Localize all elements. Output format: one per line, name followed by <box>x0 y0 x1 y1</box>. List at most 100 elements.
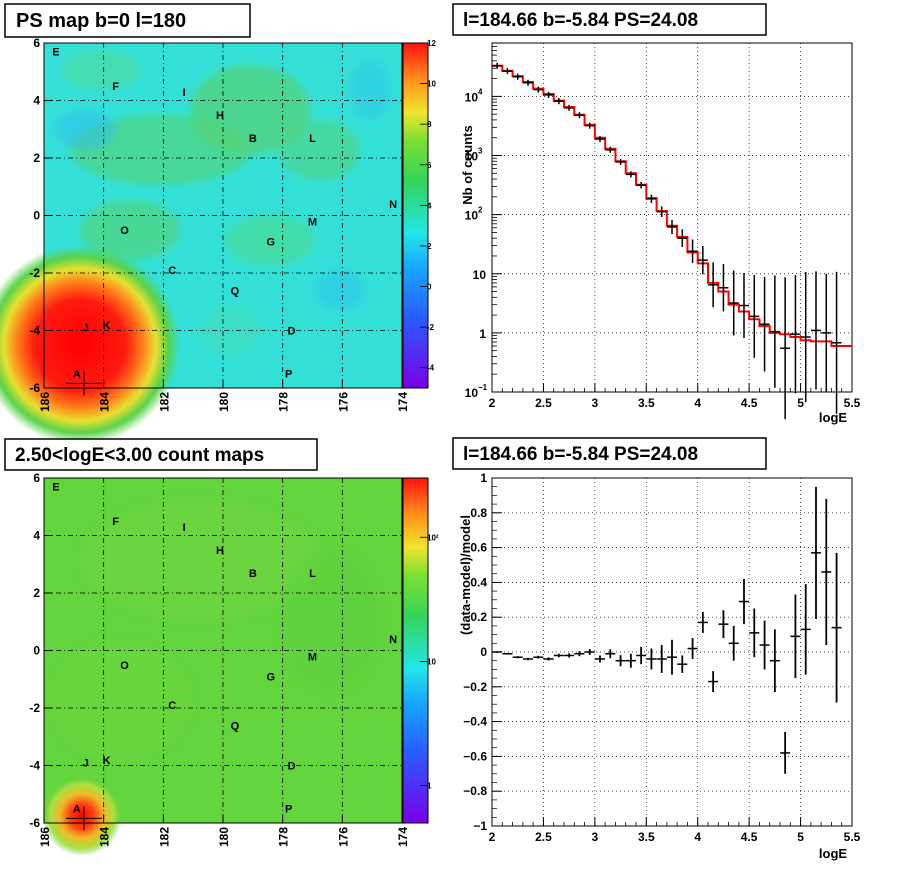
colorbar-tick-label: 4 <box>427 201 432 210</box>
map-y-tick-label: -2 <box>29 701 40 715</box>
map-x-tick-label: 178 <box>277 392 291 412</box>
spectrum-title-box <box>452 3 767 36</box>
residual-data-points <box>492 486 842 774</box>
ps-map-grid <box>44 43 402 388</box>
source-label-M: M <box>308 216 317 228</box>
spectrum-xlabel: logE <box>819 410 847 425</box>
residual-x-tick-label: 2.5 <box>535 830 552 844</box>
source-label-N: N <box>389 199 397 211</box>
count-map-plot-area <box>42 477 403 856</box>
colorbar-tick-label: 8 <box>427 120 432 129</box>
ps-map-source-labels: E F I H B L N O M G C Q J K D P A <box>52 47 397 396</box>
ps-map-hotspot <box>0 245 180 445</box>
spectrum-y-tick-label: 10 <box>473 268 487 282</box>
spectrum-y-tick-label: 1 <box>479 327 486 341</box>
ps-map-diffuse-emission <box>55 50 390 355</box>
spectrum-y-tick-label: 10 <box>465 90 479 104</box>
spectrum-model-line <box>492 64 852 347</box>
spectrum-title: l=184.66 b=-5.84 PS=24.08 <box>463 10 698 31</box>
spectrum-y-tick-label: 10 <box>465 209 479 223</box>
map-y-tick-label: -4 <box>29 324 40 338</box>
residual-y-tick-label: 0.2 <box>470 610 487 624</box>
colorbar-tick-label: 2 <box>427 242 432 251</box>
map-x-tick-label: 178 <box>277 827 291 847</box>
source-label-D: D <box>288 326 296 338</box>
spectrum-x-tick-label: 3.5 <box>638 396 655 410</box>
source-label-H: H <box>216 110 224 122</box>
map-y-tick-label: 0 <box>33 644 40 658</box>
source-label-C: C <box>168 700 176 712</box>
residual-x-tick-label: 3 <box>592 830 599 844</box>
source-label-A: A <box>73 804 81 816</box>
spectrum-y-tick-exponent: 2 <box>478 206 483 215</box>
residual-panel: l=184.66 b=-5.84 PS=24.08 2 2.5 3 3.5 4 4.5 5 5… <box>452 437 861 861</box>
colorbar-tick-label: 6 <box>427 161 432 170</box>
ps-map-panel: PS map b=0 l=180 12 10 8 6 4 2 0 -2 -4 <box>0 3 436 445</box>
colorbar-tick-label: 10² <box>427 533 439 542</box>
residual-y-tick-label: −0.2 <box>463 680 487 694</box>
source-label-C: C <box>168 265 176 277</box>
source-label-B: B <box>249 133 257 145</box>
source-label-G: G <box>266 236 275 248</box>
residual-y-tick-label: 0.8 <box>470 506 487 520</box>
spectrum-y-tick-exponent: 3 <box>478 147 483 156</box>
map-x-tick-label: 176 <box>336 827 350 847</box>
spectrum-y-tick-label: 10 <box>465 150 479 164</box>
spectrum-y-tick-exponent: 4 <box>478 87 483 96</box>
residual-x-tick-label: 2 <box>489 830 496 844</box>
map-y-tick-label: -6 <box>29 381 40 395</box>
source-label-G: G <box>266 671 275 683</box>
spectrum-ylabel: Nb of counts <box>460 125 475 204</box>
source-label-Q: Q <box>231 720 240 732</box>
map-y-tick-label: -6 <box>29 816 40 830</box>
residual-y-tick-label: −0.4 <box>463 715 487 729</box>
map-y-tick-label: 6 <box>33 471 40 485</box>
map-x-tick-label: 184 <box>98 827 112 847</box>
map-x-tick-label: 180 <box>217 392 231 412</box>
count-map-title-box <box>4 438 318 471</box>
spectrum-x-tick-label: 4.5 <box>741 396 758 410</box>
map-y-tick-label: 2 <box>33 151 40 165</box>
spectrum-x-tick-label: 2 <box>489 396 496 410</box>
source-label-M: M <box>308 651 317 663</box>
count-map-title: 2.50<logE<3.00 count maps <box>15 445 264 466</box>
residual-x-tick-label: 5 <box>797 830 804 844</box>
spectrum-grid <box>492 43 852 392</box>
source-label-F: F <box>112 81 119 93</box>
source-label-E: E <box>52 482 59 494</box>
source-label-P: P <box>285 369 292 381</box>
map-x-tick-label: 180 <box>217 827 231 847</box>
ps-map-colorbar-ticks: 12 10 8 6 4 2 0 -2 -4 <box>420 39 436 373</box>
source-label-I: I <box>183 522 186 534</box>
spectrum-x-tick-label: 2.5 <box>535 396 552 410</box>
colorbar-tick-label: 1 <box>427 782 432 791</box>
ps-map-colorbar <box>403 43 428 388</box>
source-label-I: I <box>183 87 186 99</box>
spectrum-x-tick-label: 5.5 <box>844 396 861 410</box>
residual-x-tick-label: 3.5 <box>638 830 655 844</box>
map-y-tick-label: 2 <box>33 586 40 600</box>
spectrum-data-points <box>492 62 842 420</box>
ps-map-axes: 186 184 182 180 178 176 174 6 4 2 0 -2 -4 -6 <box>29 36 410 412</box>
residual-y-tick-label: −1 <box>473 819 487 833</box>
count-map-colorbar <box>403 478 428 823</box>
residual-y-tick-label: 0.4 <box>470 575 487 589</box>
map-y-tick-label: -2 <box>29 266 40 280</box>
map-x-tick-label: 182 <box>157 392 171 412</box>
map-x-tick-label: 174 <box>396 392 410 412</box>
source-label-J: J <box>83 323 89 335</box>
colorbar-tick-label: -2 <box>427 323 435 332</box>
colorbar-tick-label: 0 <box>427 283 432 292</box>
map-y-tick-label: 4 <box>33 529 40 543</box>
source-label-L: L <box>309 568 316 580</box>
map-x-tick-label: 186 <box>38 392 52 412</box>
source-label-K: K <box>103 755 111 767</box>
map-x-tick-label: 174 <box>396 827 410 847</box>
residual-x-tick-label: 5.5 <box>844 830 861 844</box>
spectrum-x-tick-label: 5 <box>797 396 804 410</box>
count-map-colorbar-ticks: 10² 10 1 <box>420 533 439 791</box>
residual-x-tick-label: 4 <box>694 830 701 844</box>
source-label-J: J <box>83 758 89 770</box>
residual-grid <box>492 478 852 826</box>
